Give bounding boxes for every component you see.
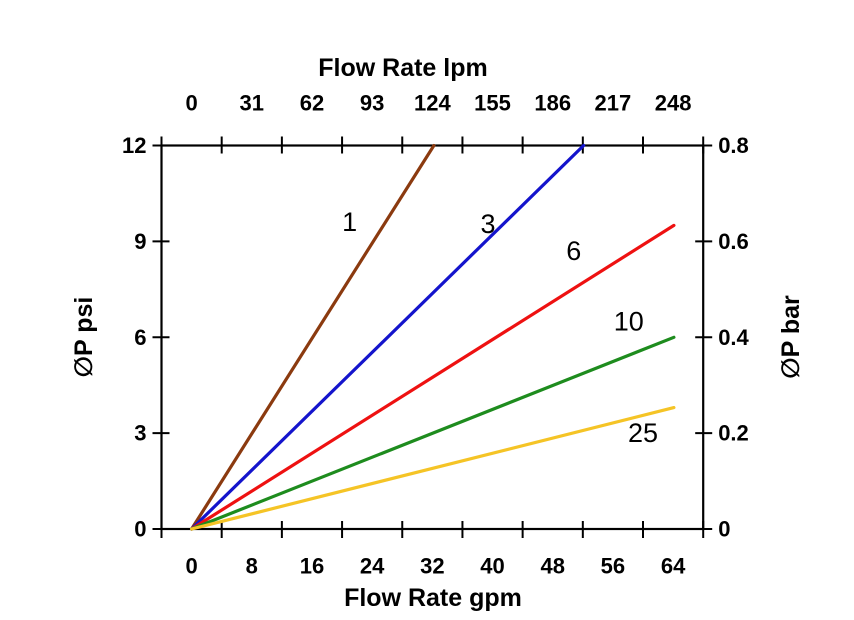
- series-line-1: [190, 143, 436, 531]
- bottom-axis-tick-label: 48: [540, 554, 564, 579]
- series-line-6: [190, 223, 676, 531]
- top-axis-tick-label: 31: [240, 91, 264, 116]
- bottom-axis-tick-label: 56: [601, 554, 625, 579]
- series-label-10: 10: [614, 306, 644, 336]
- top-axis-title: Flow Rate lpm: [318, 54, 487, 82]
- bottom-axis-tick-label: 24: [360, 554, 385, 579]
- series-lines: [190, 143, 676, 531]
- plot-frame: [160, 144, 705, 531]
- bottom-axis-tick-label: 0: [185, 554, 197, 579]
- bottom-axis-tick-label: 40: [480, 554, 504, 579]
- top-axis-tick-label: 62: [300, 91, 324, 116]
- bottom-axis-tick-label: 16: [300, 554, 324, 579]
- series-label-1: 1: [342, 207, 357, 237]
- top-axis-tick-label: 0: [185, 91, 197, 116]
- left-axis-title: ∅P psi: [70, 297, 98, 378]
- right-axis-tick-label: 0.8: [718, 133, 749, 158]
- top-axis-tick-label: 93: [360, 91, 384, 116]
- bottom-axis-tick-label: 8: [246, 554, 258, 579]
- top-axis-tick-label: 248: [655, 91, 692, 116]
- series-label-25: 25: [628, 418, 658, 448]
- left-axis-tick-label: 9: [134, 229, 146, 254]
- bottom-axis-tick-label: 32: [420, 554, 444, 579]
- bottom-axis-tick-label: 64: [661, 554, 686, 579]
- left-axis-tick-label: 6: [134, 325, 146, 350]
- series-line-10: [190, 335, 676, 531]
- top-axis-tick-label: 186: [534, 91, 571, 116]
- right-axis-title: ∅P bar: [777, 295, 805, 379]
- top-axis-tick-label: 124: [414, 91, 451, 116]
- left-axis-tick-label: 3: [134, 421, 146, 446]
- series-line-3: [190, 143, 586, 531]
- series-label-3: 3: [481, 209, 496, 239]
- top-axis-tick-label: 155: [474, 91, 511, 116]
- bottom-axis-title: Flow Rate gpm: [344, 584, 522, 612]
- left-axis-tick-label: 12: [122, 133, 146, 158]
- axis-ticks: [152, 136, 713, 538]
- right-axis-tick-label: 0.6: [718, 229, 749, 254]
- right-axis-tick-label: 0: [718, 517, 730, 542]
- right-axis-tick-label: 0.2: [718, 421, 749, 446]
- right-axis-tick-label: 0.4: [718, 325, 749, 350]
- series-label-6: 6: [566, 236, 581, 266]
- top-axis-tick-label: 217: [595, 91, 632, 116]
- series-labels: 1 3 6 10 25: [342, 207, 658, 448]
- left-axis-tick-label: 0: [134, 517, 146, 542]
- series-line-25: [190, 406, 676, 531]
